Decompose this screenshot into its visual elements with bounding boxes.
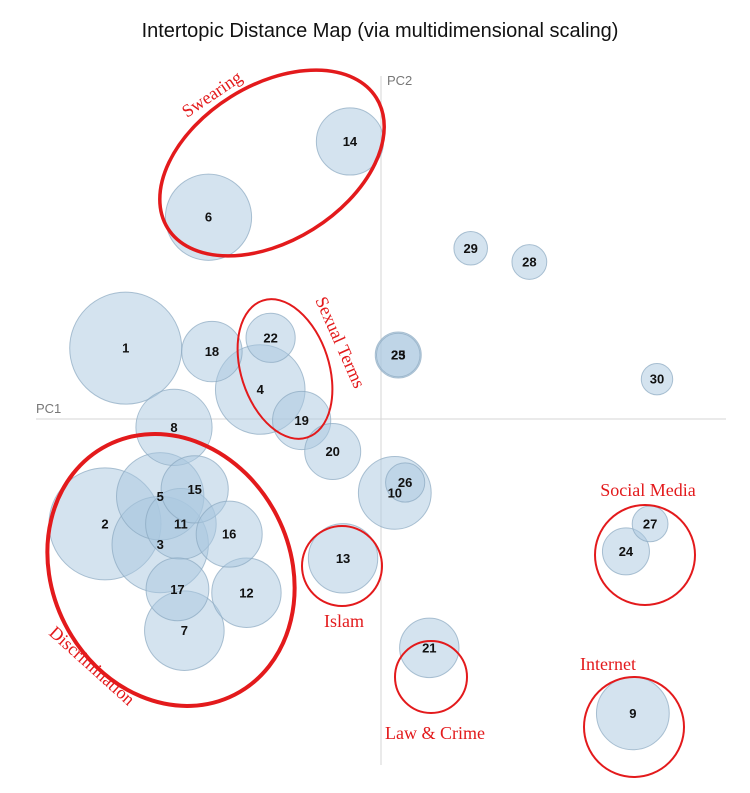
topic-label-10: 10 [388,485,402,500]
topic-bubble-22[interactable] [245,312,296,363]
topic-bubble-30[interactable] [640,362,674,396]
topic-label-23: 23 [391,348,405,363]
topic-bubble-29[interactable] [453,230,489,266]
topic-label-22: 22 [263,330,277,345]
pc1-axis-label: PC1 [36,401,61,416]
topic-label-26: 26 [398,475,412,490]
topic-label-15: 15 [187,482,201,497]
topic-label-29: 29 [463,241,477,256]
topic-label-18: 18 [205,344,219,359]
chart-title: Intertopic Distance Map (via multidimens… [142,20,619,42]
internet-circle [583,676,685,778]
topic-label-19: 19 [294,413,308,428]
topic-bubble-24[interactable] [601,527,650,576]
topic-bubble-21[interactable] [399,617,460,679]
topic-label-2: 2 [101,516,108,531]
topic-bubble-13[interactable] [307,523,379,594]
sexual-terms-ellipse [236,298,334,440]
annotation-internet: Internet [580,654,636,674]
law-crime-circle [394,640,468,714]
topic-label-21: 21 [422,640,436,655]
topic-label-17: 17 [170,582,184,597]
topic-label-5: 5 [157,489,164,504]
topic-label-11: 11 [174,516,188,531]
annotation-sexual-terms: Sexual Terms [311,293,369,391]
topic-label-27: 27 [643,516,657,531]
swearing-ellipse [158,68,386,258]
topic-bubble-28[interactable] [511,244,548,280]
annotation-law-crime: Law & Crime [385,723,485,743]
topic-bubble-25[interactable] [375,332,421,378]
topic-label-20: 20 [325,444,339,459]
topic-bubble-18[interactable] [181,320,243,383]
discrimination-ellipse [45,432,297,708]
topic-label-8: 8 [170,420,177,435]
annotation-islam: Islam [324,611,364,631]
topic-label-28: 28 [522,255,536,270]
topic-label-7: 7 [181,623,188,638]
topic-bubble-20[interactable] [304,423,362,481]
topic-label-24: 24 [619,544,634,559]
topic-label-30: 30 [650,372,664,387]
topic-label-6: 6 [205,210,212,225]
topic-bubble-17[interactable] [145,557,210,622]
topic-bubble-6[interactable] [164,173,253,261]
topic-label-14: 14 [343,134,358,149]
topic-bubbles [48,107,674,751]
topic-label-13: 13 [336,551,350,566]
topic-label-4: 4 [257,382,265,397]
islam-circle [301,525,383,607]
annotation-social-media: Social Media [600,480,695,500]
annotation-discrimination: Discrimination [45,622,139,709]
annotation-shapes [45,68,696,778]
topic-label-16: 16 [222,527,236,542]
topic-bubble-26[interactable] [385,462,426,503]
topic-label-9: 9 [629,706,636,721]
topic-label-25: 25 [391,348,405,363]
topic-label-12: 12 [239,585,253,600]
topic-bubble-16[interactable] [195,500,263,568]
pc2-axis-label: PC2 [387,73,412,88]
social-media-circle [594,504,696,606]
topic-label-3: 3 [157,537,164,552]
topic-labels: 1234567891011121314151617181920212223242… [101,134,664,721]
topic-label-1: 1 [122,341,129,356]
